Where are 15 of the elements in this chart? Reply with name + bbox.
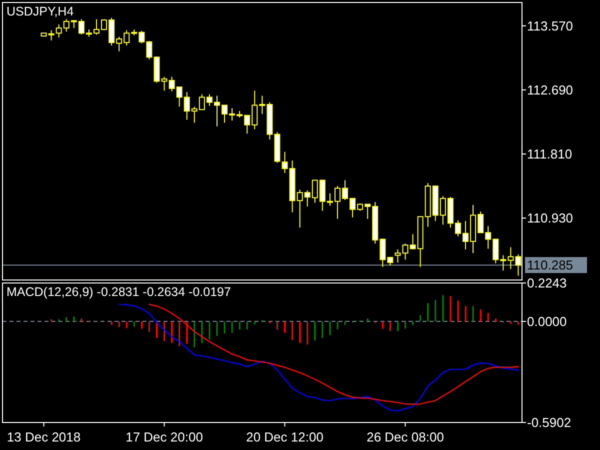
- y-tick-label: 110.930: [527, 210, 574, 226]
- x-tick-label: 17 Dec 20:00: [126, 430, 203, 444]
- x-tick-label: 20 Dec 12:00: [246, 430, 324, 444]
- chart-title: USDJPY,H4: [6, 4, 74, 18]
- y-tick-label: 0.2243: [527, 276, 567, 291]
- y-tick-label: -0.5902: [527, 415, 572, 430]
- candlestick: [394, 248, 401, 264]
- y-tick-label: 112.690: [527, 82, 574, 98]
- x-tick-label: 13 Dec 2018: [6, 430, 81, 444]
- x-tick-label: 26 Dec 08:00: [366, 430, 444, 444]
- y-tick-label: 113.570: [527, 18, 574, 34]
- y-tick-label: 0.0000: [527, 314, 567, 329]
- chart-title: MACD(12,26,9) -0.2831 -0.2634 -0.0197: [6, 285, 231, 299]
- ref-line-label: 110.285: [527, 258, 574, 273]
- y-tick-label: 111.810: [527, 146, 572, 162]
